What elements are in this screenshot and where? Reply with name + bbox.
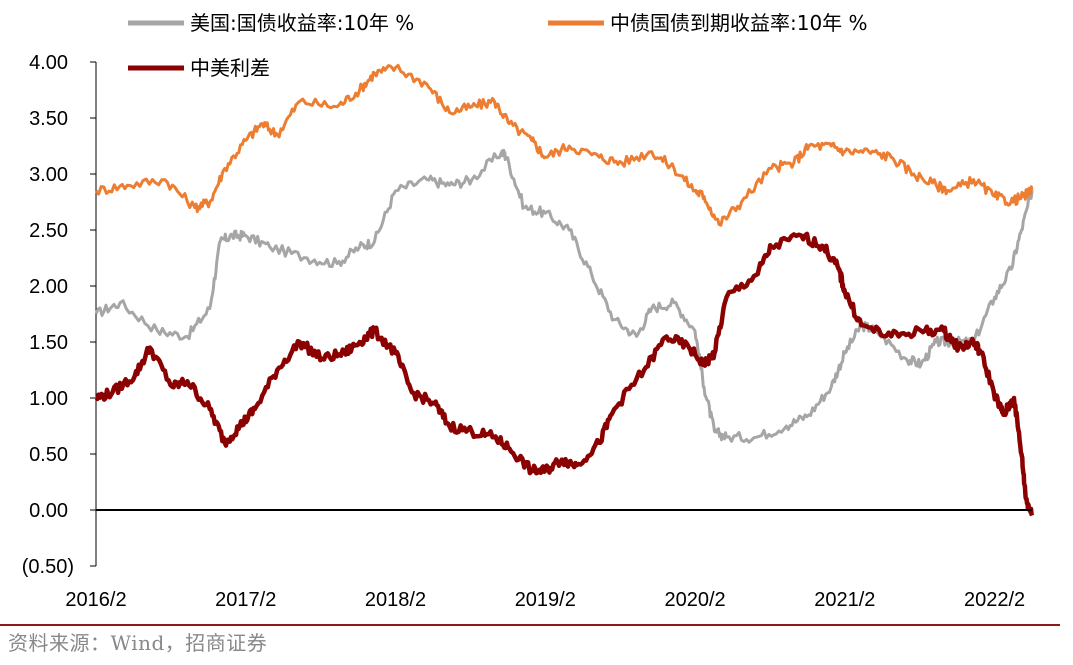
x-tick-label: 2020/2 [664,589,725,611]
x-tick-label: 2017/2 [215,589,276,611]
y-tick-label: 0.00 [29,500,68,522]
legend-label-us-yield: 美国:国债收益率:10年 % [190,11,414,35]
x-tick-label: 2021/2 [814,589,875,611]
y-tick-label: 0.50 [29,444,68,466]
y-tick-label: 1.50 [29,332,68,354]
y-tick-label: (0.50) [22,556,74,578]
y-tick-label: 2.50 [29,220,68,242]
y-tick-label: 3.00 [29,164,68,186]
legend-label-spread: 中美利差 [190,56,270,80]
x-tick-label: 2022/2 [964,589,1025,611]
chart-area: 4.00 3.50 3.00 2.50 2.00 1.50 1.00 0.50 0.00 (0.5… [22,11,1035,611]
series-line-cn-yield [94,63,1034,227]
x-tick-label: 2018/2 [365,589,426,611]
series-line-us-yield [94,148,1034,444]
y-tick-label: 4.00 [29,52,68,74]
source-divider [0,624,1060,626]
source-note: 资料来源：Wind，招商证券 [8,631,268,655]
y-tick-label: 1.00 [29,388,68,410]
x-tick-label: 2016/2 [65,589,126,611]
legend-label-cn-yield: 中债国债到期收益率:10年 % [610,11,868,35]
x-tick-label: 2019/2 [515,589,576,611]
legend-item-spread: 中美利差 [128,56,270,80]
legend-item-cn-yield: 中债国债到期收益率:10年 % [548,11,868,35]
series-line-spread [94,231,1035,517]
legend-item-us-yield: 美国:国债收益率:10年 % [128,11,414,35]
y-tick-label: 2.00 [29,276,68,298]
y-tick-label: 3.50 [29,108,68,130]
